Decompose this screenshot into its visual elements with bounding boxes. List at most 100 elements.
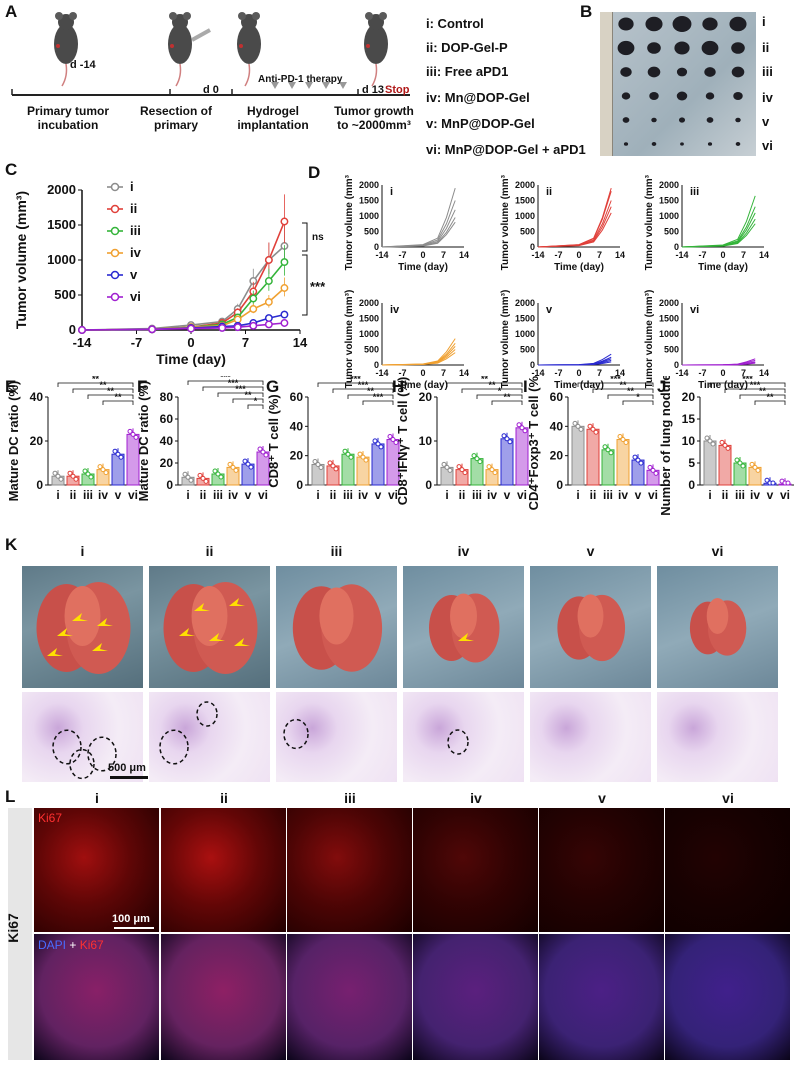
c-x-axis-label: Time (day) (156, 351, 226, 367)
d-x-tick-label: 14 (459, 250, 469, 260)
bar-y-tick-label-G: 20 (290, 449, 304, 463)
c-point-iii (249, 294, 258, 303)
bar-x-label-F-iii: iii (213, 488, 223, 502)
tumor-specimen (622, 117, 630, 123)
row-label-b-ii: ii (762, 40, 770, 55)
bar-dot-F (257, 446, 263, 452)
d-y-tick-label: 1500 (659, 314, 679, 324)
bar-x-label-G-v: v (375, 488, 382, 502)
bar-y-tick-label-J: 15 (682, 412, 696, 426)
d-x-axis-label: Time (day) (554, 262, 604, 273)
bar-y-tick-label-G: 0 (296, 478, 303, 492)
bar-dot-H (489, 467, 495, 473)
bar-dot-I (623, 440, 629, 446)
yellow-arrow-icon (179, 628, 195, 636)
bar-dot-F (263, 452, 269, 458)
bar-y-axis-label-G: CD8⁺ T cell (%) (266, 394, 281, 488)
d-series-line-ii (537, 212, 612, 248)
bar-sig-label-F: * (254, 396, 258, 406)
bar-dot-G (345, 451, 351, 457)
bar-x-label-I-i: i (576, 488, 579, 502)
bar-dot-H (519, 425, 525, 431)
d-x-tick-label: 7 (741, 368, 746, 378)
d-x-tick-label: -7 (698, 368, 706, 378)
bar-dot-J (764, 477, 770, 483)
panel-label-g: G (266, 377, 280, 396)
yellow-arrow-icon (92, 643, 108, 651)
d-panel-label-vi: vi (690, 304, 699, 316)
bar-sig-label-F: ** (244, 390, 252, 400)
bar-x-label-J-iv: iv (750, 488, 760, 502)
bar-x-label-E-i: i (56, 488, 59, 502)
bar-sig-bracket-F (232, 398, 264, 403)
c-bracket-sig (302, 254, 308, 316)
bar-y-tick-label-F: 40 (160, 434, 174, 448)
bar-y-tick-label-E: 40 (30, 390, 44, 404)
bar-sig-label-F: *** (220, 376, 231, 382)
bar-x-label-J-i: i (708, 488, 711, 502)
timeline-diagram (11, 12, 410, 96)
bar-x-label-I-ii: ii (590, 488, 597, 502)
tumor-specimen (701, 40, 719, 56)
scalpel-icon (191, 28, 211, 42)
bar-dot-E (73, 476, 79, 482)
c-point-v (264, 314, 273, 323)
tumor-specimen (647, 66, 661, 78)
bar-x-label-H-iii: iii (472, 488, 482, 502)
bar-dot-H (516, 422, 522, 428)
stop-label: Stop (385, 84, 410, 96)
d-y-tick-label: 0 (674, 242, 679, 252)
ki67-image-vi (665, 808, 790, 932)
bar-dot-F (215, 471, 221, 477)
bar-dot-F (218, 474, 224, 480)
bar-x-label-E-ii: ii (70, 488, 77, 502)
l-col-label-iii: iii (344, 790, 356, 806)
panel-label-k: K (5, 535, 18, 554)
d-x-axis-label: Time (day) (398, 262, 448, 273)
bar-x-label-G-iv: iv (358, 488, 368, 502)
bar-x-label-H-ii: ii (459, 488, 466, 502)
d-y-tick-label: 500 (364, 345, 379, 355)
d-y-tick-label: 0 (674, 360, 679, 370)
bar-y-axis-label-F: Mature DC ratio (%) (136, 381, 151, 502)
c-y-tick-label: 0 (69, 322, 76, 337)
bar-x-label-F-i: i (186, 488, 189, 502)
bar-y-tick-label-F: 0 (166, 478, 173, 492)
yellow-arrow-icon (97, 618, 113, 626)
row-label-b-iv: iv (762, 90, 773, 105)
l-col-label-ii: ii (220, 790, 228, 806)
tumor-specimen (731, 66, 745, 78)
therapy-arrow-icon (271, 82, 279, 89)
c-point-vi (78, 326, 86, 334)
excised-tumors-photo (600, 12, 756, 156)
bar-dot-F (185, 474, 191, 480)
bar-y-tick-label-F: 20 (160, 456, 174, 470)
bar-dot-H (522, 428, 528, 434)
bar-dot-F (230, 464, 236, 470)
tumor-specimen (651, 117, 657, 123)
bar-dot-J (749, 461, 755, 467)
bar-x-label-E-iv: iv (98, 488, 108, 502)
panel-label-b: B (580, 2, 593, 21)
c-x-tick-label: 14 (293, 335, 308, 350)
bar-x-label-I-vi: vi (648, 488, 658, 502)
bar-dot-H (504, 436, 510, 442)
d-x-tick-label: -14 (531, 250, 544, 260)
k-col-label-iv: iv (457, 543, 470, 559)
tumor-specimen (705, 92, 715, 100)
group-legend-v: v: MnP@DOP-Gel (426, 116, 535, 131)
therapy-arrow-icon (288, 82, 296, 89)
tumor-specimen (672, 15, 692, 33)
d-x-tick-label: -7 (398, 250, 406, 260)
bar-y-tick-label-H: 10 (419, 434, 433, 448)
d-x-tick-label: -14 (675, 368, 688, 378)
bar-sig-bracket-G (317, 382, 394, 387)
dapi-ki67-image-iv (413, 934, 538, 1060)
d-y-tick-label: 1500 (359, 196, 379, 206)
bar-dot-J (770, 480, 776, 486)
lung-photo-v (530, 566, 651, 688)
l-row-label: Ki67 (4, 913, 21, 943)
bar-dot-E (127, 428, 133, 434)
bar-dot-F (260, 449, 266, 455)
bar-dot-H (471, 453, 477, 459)
